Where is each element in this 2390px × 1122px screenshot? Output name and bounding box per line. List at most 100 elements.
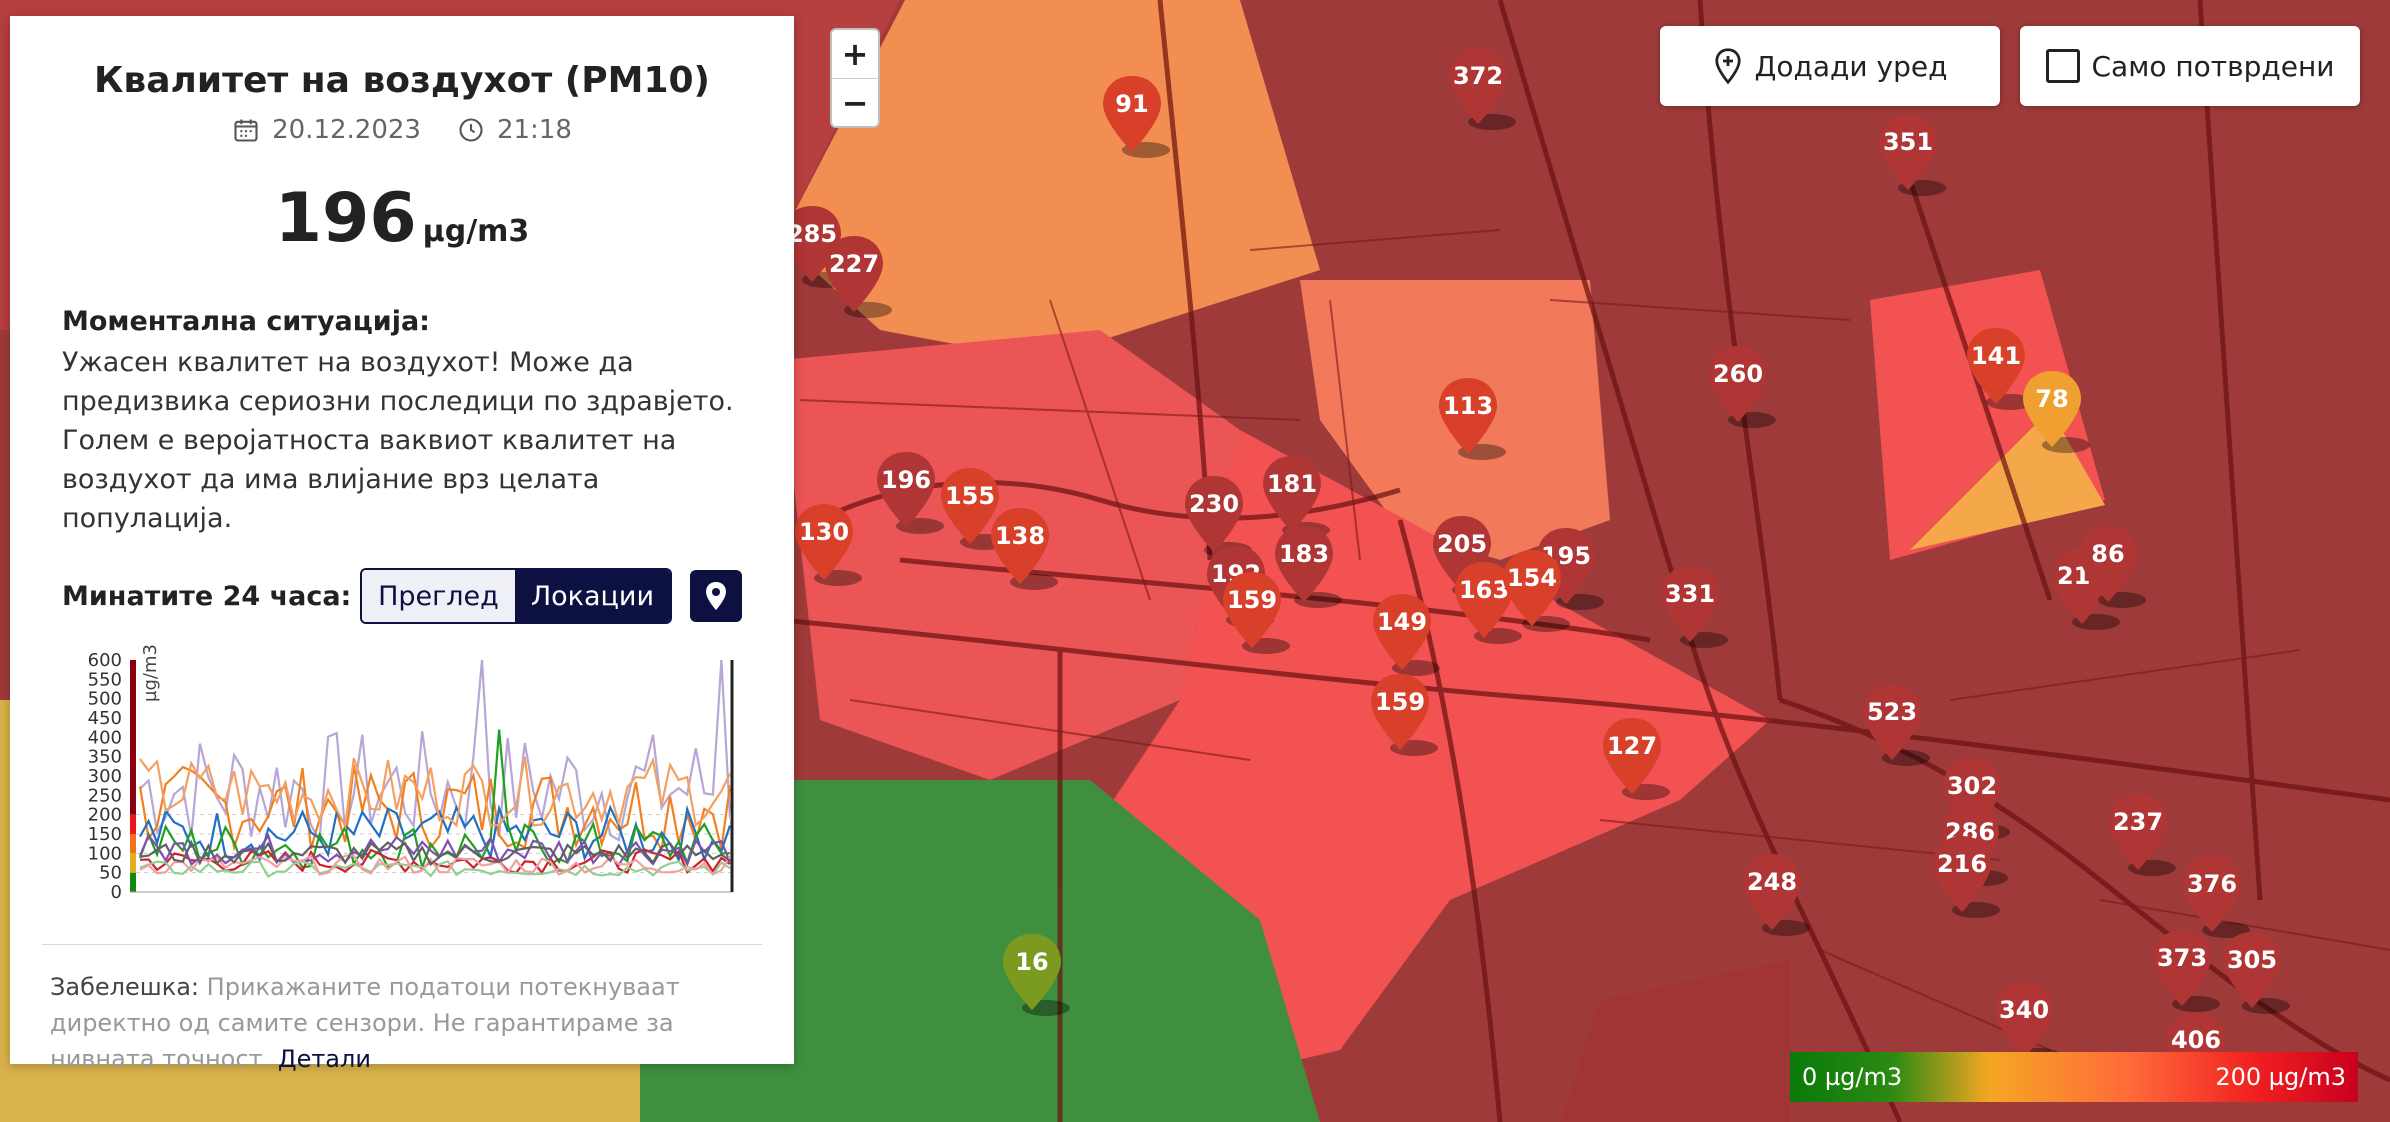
tab-locations[interactable]: Локации [514,570,670,622]
sensor-series-line [138,764,732,853]
value-unit: µg/m3 [422,214,530,249]
map-marker[interactable]: 373 [2153,930,2220,1012]
map-marker[interactable]: 130 [795,504,862,586]
zoom-in-button[interactable]: + [832,30,878,79]
location-pin-button[interactable] [690,570,742,622]
map-marker[interactable]: 227 [825,236,892,318]
details-link[interactable]: Детали [277,1045,371,1073]
marker-value: 230 [1189,490,1239,518]
y-tick-label: 250 [88,785,122,806]
map-marker[interactable]: 138 [991,508,1058,590]
marker-value: 183 [1279,540,1329,568]
y-tick-label: 350 [88,747,122,768]
info-panel: Квалитет на воздухот (PM10) 20.12.2023 2… [10,16,794,1073]
map-marker[interactable]: 260 [1709,346,1776,428]
value-number: 196 [274,179,417,258]
zoom-out-button[interactable]: − [841,84,869,122]
map-marker[interactable]: 196 [877,452,944,534]
map-marker[interactable]: 351 [1879,114,1946,196]
map-marker[interactable]: 163 [1455,562,1522,644]
map-marker[interactable]: 86 [2079,526,2146,608]
marker-value: 113 [1443,392,1493,420]
map-marker[interactable]: 183 [1275,526,1342,608]
sensor-series-line [139,839,731,867]
map-marker[interactable]: 372 [1449,48,1516,130]
sensor-series-line [139,854,731,876]
sensor-series-line [139,859,731,878]
timestamp-row: 20.12.2023 21:18 [62,115,742,145]
marker-value: 149 [1377,608,1427,636]
aqi-band [130,872,136,892]
map-marker[interactable]: 376 [2183,856,2250,938]
map-marker[interactable]: 331 [1661,566,1728,648]
add-device-button[interactable]: Додади уред [1660,26,2000,106]
marker-value: 138 [995,522,1045,550]
map-marker[interactable]: 216 [1933,836,2000,918]
marker-value: 237 [2113,808,2163,836]
map-marker[interactable]: 78 [2023,371,2090,453]
panel-title: Квалитет на воздухот (PM10) [93,60,710,101]
date-text: 20.12.2023 [272,115,421,145]
marker-value: 523 [1867,698,1917,726]
y-tick-label: 300 [88,766,122,787]
map-marker[interactable]: 141 [1967,328,2034,410]
note: Забелешка: Прикажаните податоци потекнув… [50,969,742,1077]
marker-value: 227 [829,250,879,278]
legend-max: 200 µg/m3 [2215,1063,2346,1091]
marker-value: 248 [1747,868,1797,896]
y-tick-label: 600 [88,650,122,671]
divider [42,944,762,945]
map-marker[interactable]: 113 [1439,378,1506,460]
marker-value: 16 [1015,948,1048,976]
marker-value: 163 [1459,576,1509,604]
y-tick-label: 450 [88,708,122,729]
aqi-band [130,660,136,815]
only-confirmed-toggle[interactable]: Само потврдени [2020,26,2360,106]
zoom-control: + − [830,28,880,128]
map-marker[interactable]: 149 [1373,594,1440,676]
map-marker[interactable]: 159 [1371,674,1438,756]
calendar-icon [234,119,258,142]
map-pin-icon [706,582,726,610]
marker-value: 130 [799,518,849,546]
marker-value: 205 [1437,530,1487,558]
y-tick-label: 400 [88,727,122,748]
map-marker[interactable]: 16 [1003,934,1070,1016]
map-marker[interactable]: 159 [1223,572,1290,654]
y-tick-label: 500 [88,689,122,710]
aqi-band [130,834,136,854]
marker-value: 141 [1971,342,2021,370]
map-marker[interactable]: 154 [1503,550,1570,632]
clock-icon [459,118,483,142]
map-marker[interactable]: 91 [1103,76,1170,158]
y-tick-label: 200 [88,805,122,826]
checkbox-icon[interactable] [2045,49,2080,83]
aqi-band [130,814,136,834]
legend-min: 0 µg/m3 [1802,1063,1903,1091]
marker-value: 181 [1267,470,1317,498]
marker-value: 159 [1375,688,1425,716]
add-device-label: Додади уред [1754,49,1948,83]
past-24h-label: Минатите 24 часа: [62,580,352,612]
y-tick-label: 550 [88,669,122,690]
map-marker[interactable]: 237 [2109,794,2176,876]
map-marker[interactable]: 523 [1863,684,1930,766]
map-marker[interactable]: 305 [2223,932,2290,1014]
marker-value: 154 [1507,564,1557,592]
location-pin-icon [1714,48,1741,85]
map-marker[interactable]: 127 [1603,718,1670,800]
y-tick-label: 150 [88,824,122,845]
map-marker[interactable]: 248 [1743,854,1810,936]
marker-value: 285 [787,220,837,248]
tab-overview[interactable]: Преглед [362,570,515,622]
color-legend: 0 µg/m3 200 µg/m3 [1790,1052,2358,1102]
map-marker[interactable]: 340 [1995,982,2062,1064]
chart-ylabel: µg/m3 [140,644,161,702]
only-confirmed-label: Само потврдени [2091,49,2335,83]
marker-value: 351 [1883,128,1933,156]
marker-value: 372 [1453,62,1503,90]
situation-text: Ужасен квалитет на воздухот! Може да пре… [62,347,734,534]
marker-value: 331 [1665,580,1715,608]
y-tick-label: 0 [111,882,122,903]
